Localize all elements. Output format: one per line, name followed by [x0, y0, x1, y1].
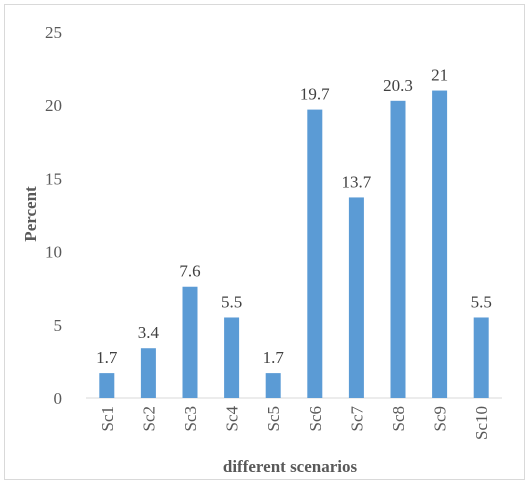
- data-label: 13.7: [342, 172, 372, 191]
- bar: [348, 197, 364, 398]
- data-label: 1.7: [263, 348, 285, 367]
- category-label: Sc5: [264, 406, 283, 432]
- bar: [432, 90, 448, 398]
- data-label: 20.3: [383, 76, 413, 95]
- data-label: 5.5: [471, 292, 492, 311]
- category-label: Sc4: [223, 406, 242, 432]
- data-label: 3.4: [138, 323, 160, 342]
- data-labels-group: 1.7 3.4 7.6 5.5 1.7 19.7 13.7 20.3 21 5.5: [96, 66, 492, 368]
- data-label: 19.7: [300, 85, 330, 104]
- bar: [390, 100, 406, 399]
- category-label: Sc8: [389, 406, 408, 432]
- data-label: 1.7: [96, 348, 118, 367]
- bar: [224, 317, 240, 398]
- category-label: Sc10: [472, 406, 491, 440]
- x-axis-title: different scenarios: [223, 457, 358, 476]
- y-tick-label: 5: [54, 316, 63, 335]
- y-tick-label: 0: [54, 389, 63, 408]
- category-label: Sc7: [347, 406, 366, 432]
- bar: [140, 348, 156, 398]
- category-label: Sc6: [306, 406, 325, 432]
- bar: [265, 373, 281, 398]
- bar: [473, 317, 489, 398]
- category-label: Sc1: [98, 406, 117, 432]
- y-tick-label: 15: [45, 169, 62, 188]
- bars-group: [99, 90, 489, 399]
- bar: [307, 109, 323, 398]
- y-tick-label: 10: [45, 243, 62, 262]
- y-axis-ticks: 0 5 10 15 20 25: [45, 23, 62, 408]
- y-axis-title: Percent: [21, 186, 40, 242]
- y-tick-label: 25: [45, 23, 62, 42]
- category-label: Sc2: [139, 406, 158, 432]
- data-label: 5.5: [221, 292, 242, 311]
- category-label: Sc9: [431, 406, 450, 432]
- data-label: 21: [431, 66, 448, 85]
- category-labels-group: Sc1 Sc2 Sc3 Sc4 Sc5 Sc6 Sc7 Sc8 Sc9 Sc10: [98, 406, 491, 441]
- y-tick-label: 20: [45, 96, 62, 115]
- category-label: Sc3: [181, 406, 200, 432]
- bar: [99, 373, 115, 398]
- bar: [182, 286, 198, 398]
- data-label: 7.6: [179, 262, 200, 281]
